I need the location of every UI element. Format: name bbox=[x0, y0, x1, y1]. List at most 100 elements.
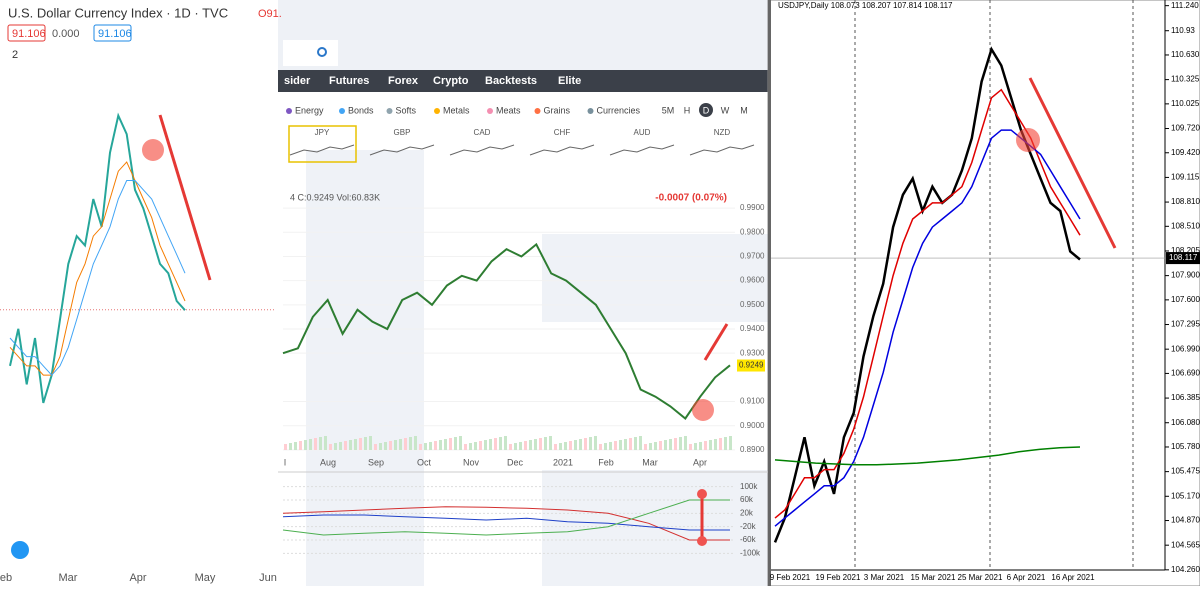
thumb-label[interactable]: JPY bbox=[315, 128, 330, 137]
y-tick-label: 110.325 bbox=[1171, 75, 1200, 84]
middle-top bbox=[278, 0, 768, 70]
y-tick-label: 106.690 bbox=[1171, 369, 1200, 378]
group[interactable]: Meats bbox=[496, 105, 521, 115]
logo[interactable] bbox=[11, 541, 29, 559]
y-tick-label: 110.630 bbox=[1171, 50, 1200, 59]
y-tick-label: 107.295 bbox=[1171, 320, 1200, 329]
group[interactable]: Grains bbox=[544, 105, 571, 115]
price-line bbox=[282, 506, 730, 541]
y-tick-label: 106.080 bbox=[1171, 418, 1200, 427]
volume-bar bbox=[519, 442, 522, 450]
y-tick-label: 107.600 bbox=[1171, 295, 1200, 304]
search-icon[interactable] bbox=[317, 47, 327, 57]
timeframe[interactable]: D bbox=[703, 105, 710, 115]
volume-bar bbox=[284, 444, 287, 450]
x-tick-label: Mar bbox=[59, 572, 78, 584]
volume-bar bbox=[369, 436, 372, 450]
thumb-label[interactable]: AUD bbox=[634, 128, 651, 137]
left-panel bbox=[0, 0, 278, 586]
x-tick-label: 2021 bbox=[553, 457, 573, 467]
y-tick-label: 0.9900 bbox=[740, 203, 765, 212]
volume-bar bbox=[414, 436, 417, 450]
price-line bbox=[774, 446, 1081, 466]
y-tick-label: 20k bbox=[740, 508, 754, 517]
thumb-selected[interactable] bbox=[288, 125, 357, 163]
volume-bar bbox=[339, 442, 342, 450]
volume-bar bbox=[609, 442, 612, 450]
arrow bbox=[158, 114, 212, 281]
volume-bar bbox=[384, 442, 387, 450]
volume-bar bbox=[344, 441, 347, 450]
volume-bar bbox=[474, 442, 477, 450]
group[interactable]: Energy bbox=[295, 105, 324, 115]
badge: 2 bbox=[12, 49, 18, 61]
highlight bbox=[142, 139, 164, 161]
volume-bar bbox=[534, 439, 537, 450]
y-tick-label: 108.810 bbox=[1171, 197, 1200, 206]
nav-tab[interactable]: Backtests bbox=[485, 75, 537, 87]
thumb-label[interactable]: GBP bbox=[394, 128, 411, 137]
x-tick-label: l bbox=[284, 457, 286, 467]
group-dot bbox=[534, 108, 541, 114]
timeframe[interactable]: W bbox=[721, 105, 730, 115]
x-tick-label: Nov bbox=[463, 457, 480, 467]
tf-active bbox=[699, 103, 713, 117]
nav-tab[interactable]: Futures bbox=[329, 75, 369, 87]
group[interactable]: Softs bbox=[396, 105, 417, 115]
y-tick-label: 0.9300 bbox=[740, 348, 765, 357]
volume-bar bbox=[299, 441, 302, 450]
volume-bar bbox=[304, 440, 307, 450]
nav-tab[interactable]: sider bbox=[284, 75, 311, 87]
volume-bar bbox=[614, 441, 617, 450]
timeframe[interactable]: M bbox=[740, 105, 748, 115]
volume-bar bbox=[324, 436, 327, 450]
timeframe[interactable]: 5M bbox=[662, 105, 675, 115]
volume-bar bbox=[399, 439, 402, 450]
watermark bbox=[542, 470, 768, 586]
price-box-text: 0.000 bbox=[52, 28, 80, 40]
search-box[interactable] bbox=[283, 40, 338, 66]
timeframe[interactable]: H bbox=[684, 105, 691, 115]
volume-bar bbox=[329, 444, 332, 450]
y-tick-label: 107.900 bbox=[1171, 271, 1200, 280]
thumb-spark bbox=[689, 144, 755, 156]
group[interactable]: Currencies bbox=[597, 105, 641, 115]
thumb-label[interactable]: CAD bbox=[474, 128, 491, 137]
volume-bar bbox=[714, 439, 717, 450]
x-tick-label: Jun bbox=[259, 572, 277, 584]
group-dot bbox=[434, 108, 440, 114]
y-tick-label: 106.990 bbox=[1171, 344, 1200, 353]
y-tick-label: 105.170 bbox=[1171, 491, 1200, 500]
volume-bar bbox=[679, 437, 682, 450]
volume-bar bbox=[639, 436, 642, 450]
right-panel bbox=[767, 0, 1200, 587]
x-tick-label: 19 Feb 2021 bbox=[816, 573, 861, 582]
volume-bar bbox=[689, 444, 692, 450]
last-box bbox=[737, 359, 765, 372]
watermark bbox=[542, 234, 768, 322]
y-tick-label: 0.9600 bbox=[740, 276, 765, 285]
volume-bar bbox=[294, 442, 297, 450]
thumb-label[interactable]: CHF bbox=[554, 128, 571, 137]
nav-tab[interactable]: Elite bbox=[558, 75, 581, 87]
dot bbox=[697, 489, 707, 499]
group[interactable]: Metals bbox=[443, 105, 470, 115]
volume-bar bbox=[479, 441, 482, 450]
volume-bar bbox=[349, 440, 352, 450]
nav-tab[interactable]: Crypto bbox=[433, 75, 469, 87]
nav-tab[interactable]: Forex bbox=[388, 75, 419, 87]
volume-bar bbox=[319, 437, 322, 450]
volume-bar bbox=[404, 438, 407, 450]
x-tick-label: Sep bbox=[368, 457, 384, 467]
volume-bar bbox=[484, 440, 487, 450]
volume-bar bbox=[409, 437, 412, 450]
volume-bar bbox=[659, 441, 662, 450]
thumb-spark bbox=[609, 144, 675, 156]
volume-bar bbox=[389, 441, 392, 450]
volume-bar bbox=[359, 438, 362, 450]
group[interactable]: Bonds bbox=[348, 105, 374, 115]
thumb-label[interactable]: NZD bbox=[714, 128, 731, 137]
arrow bbox=[703, 323, 729, 361]
x-tick-label: 15 Mar 2021 bbox=[911, 573, 956, 582]
volume-bar bbox=[394, 440, 397, 450]
